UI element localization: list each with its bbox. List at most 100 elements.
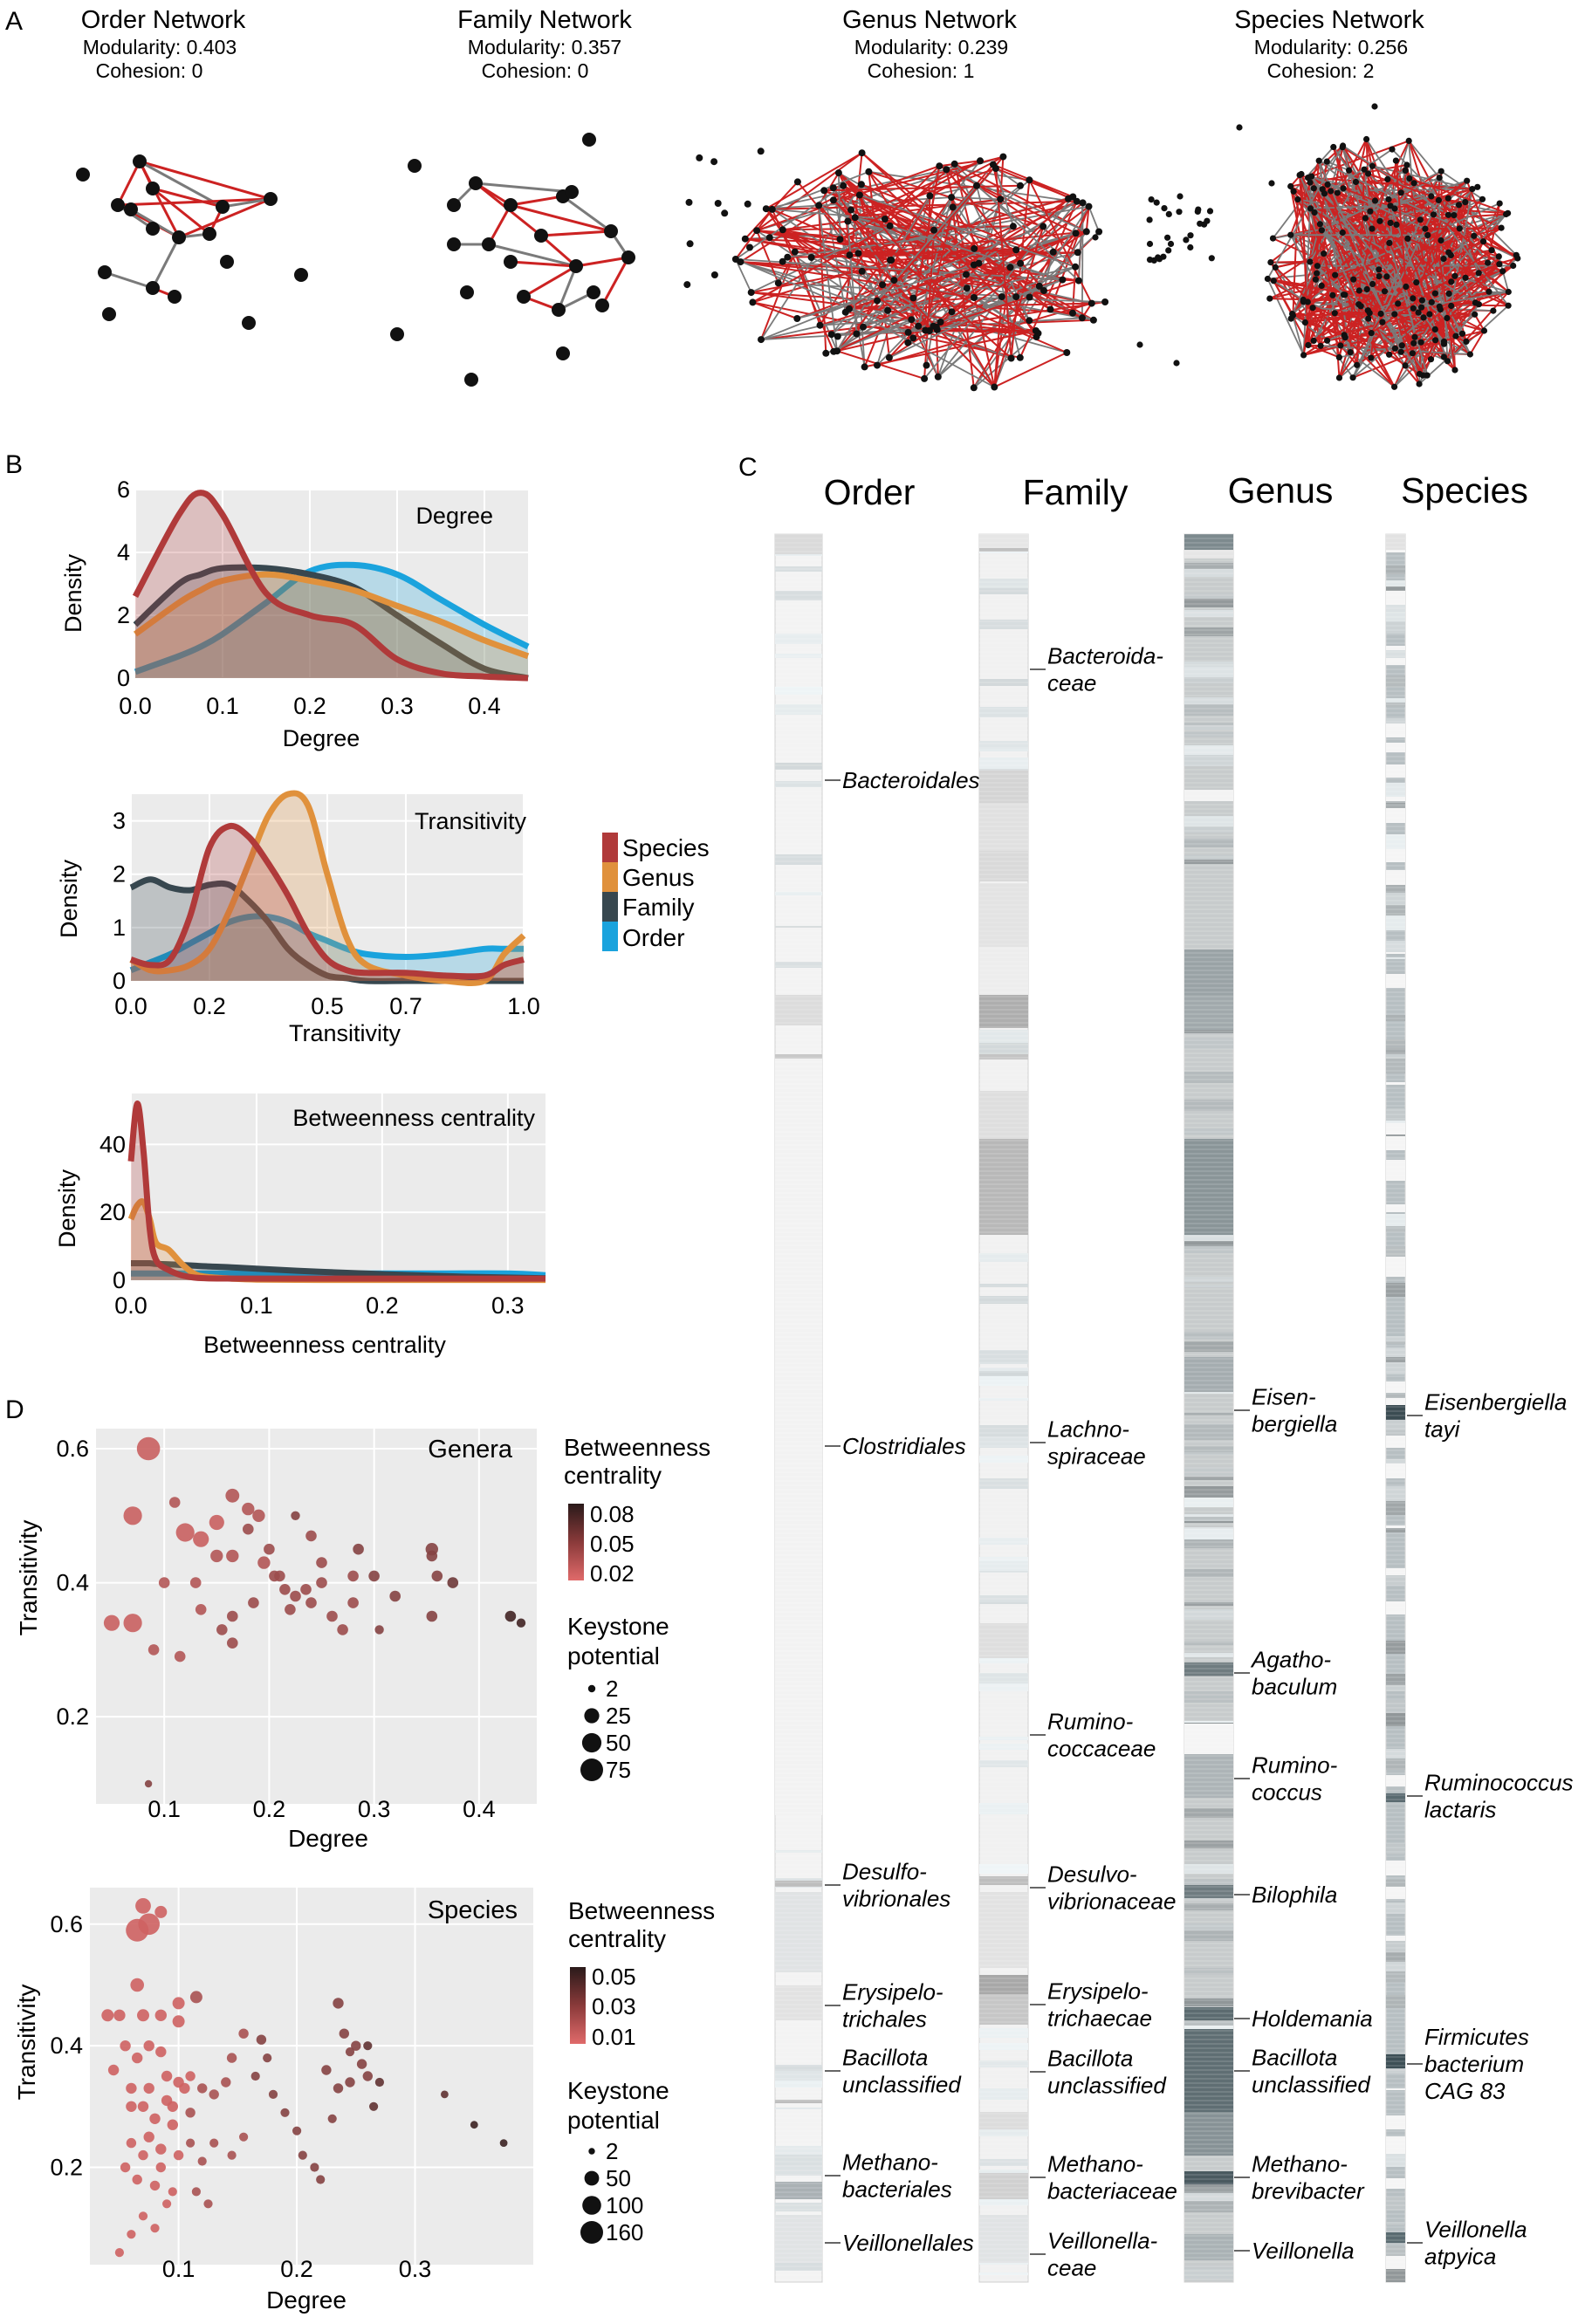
network-node: [1366, 310, 1373, 317]
network-node: [1355, 287, 1362, 294]
species-x-label: Degree: [266, 2286, 347, 2314]
network-edge: [861, 271, 942, 323]
network-node: [1437, 168, 1444, 175]
heatmap-cell: [1386, 1887, 1405, 1899]
heatmap-cell: [1184, 667, 1233, 677]
network-node: [1440, 255, 1447, 263]
network-node: [1072, 263, 1080, 271]
scatter-point: [239, 2132, 249, 2142]
taxon-label: trichaecae: [1047, 2005, 1152, 2032]
taxon-label: Desulfo-: [842, 1859, 927, 1885]
network-node: [874, 297, 882, 305]
species-chart-title: Species: [428, 1896, 518, 1924]
y-tick-label: 0: [113, 968, 126, 994]
legend-label-genus: Genus: [622, 864, 695, 891]
network-node: [881, 216, 889, 223]
degree-chart-title: Degree: [415, 503, 493, 529]
density-line-order: [134, 561, 530, 675]
heatmap-block: [1386, 2232, 1405, 2243]
network-node: [1437, 237, 1444, 244]
taxon-label: Erysipelo-: [842, 1979, 943, 2005]
scatter-point: [155, 2046, 167, 2058]
genera-legend-color-title-2: centrality: [564, 1462, 662, 1489]
network-node: [1420, 314, 1427, 321]
network-node: [991, 383, 998, 391]
heatmap-cell: [1386, 1136, 1405, 1138]
network-node: [1410, 339, 1417, 346]
taxon-label: atpyica: [1424, 2244, 1496, 2270]
network-node: [1392, 157, 1399, 164]
network-node: [1448, 302, 1455, 310]
network-node: [1505, 288, 1512, 296]
heatmap-cell: [1184, 1277, 1233, 1282]
network-order-graph: [76, 154, 308, 330]
heatmap-cell: [979, 749, 1028, 751]
network-edge: [1418, 254, 1518, 375]
scatter-point: [242, 1502, 255, 1516]
heatmap-cell: [1386, 2115, 1405, 2129]
y-tick-label: 0.6: [50, 1911, 83, 1937]
scatter-point: [137, 2101, 149, 2112]
heatmap-cell: [1386, 1902, 1405, 1914]
network-node: [1513, 251, 1520, 258]
network-edge: [936, 197, 1069, 328]
network-node: [1384, 175, 1391, 182]
network-edge: [923, 230, 936, 379]
network-node: [1324, 337, 1331, 344]
network-node: [1369, 280, 1376, 288]
network-node: [1136, 341, 1143, 348]
heatmap-block: [979, 534, 1028, 548]
network-node: [948, 194, 956, 202]
network-node: [858, 149, 866, 157]
scatter-point: [333, 1998, 344, 2009]
network-node: [841, 308, 849, 316]
heatmap-cell: [1184, 1128, 1233, 1135]
network-edge: [760, 225, 1044, 340]
network-node: [1490, 307, 1497, 314]
heatmap-block: [979, 2173, 1028, 2199]
network-edge: [992, 163, 1074, 198]
network-species-graph: [1092, 103, 1521, 390]
species-legend-color-title-1: Betweenness: [568, 1897, 715, 1924]
scatter-point: [326, 1610, 338, 1622]
scatter-point: [138, 2211, 148, 2221]
network-edge: [1408, 140, 1440, 179]
scatter-point: [441, 2090, 449, 2099]
heatmap-cell: [1184, 677, 1233, 683]
network-node: [1308, 173, 1315, 180]
panel-label-b: B: [5, 450, 23, 479]
network-node: [1335, 374, 1343, 381]
network-node: [1371, 103, 1378, 110]
heatmap-cell: [1184, 2193, 1233, 2201]
network-node: [744, 200, 751, 208]
network-node: [904, 328, 912, 336]
scatter-point: [368, 1570, 380, 1582]
heatmap-cell: [979, 2159, 1028, 2166]
scatter-point: [191, 2187, 201, 2197]
network-node: [1448, 278, 1455, 285]
network-edge: [1405, 213, 1507, 288]
network-node: [1269, 235, 1277, 242]
network-node: [784, 253, 792, 261]
legend-swatch-order: [602, 922, 618, 951]
heatmap-cell: [1386, 1082, 1405, 1085]
heatmap-cell: [1184, 1903, 1233, 1910]
x-tick-label: 0.1: [148, 1796, 181, 1822]
scatter-point: [316, 1557, 327, 1568]
network-node: [1418, 297, 1425, 304]
network-node: [1391, 345, 1398, 352]
network-node: [1391, 311, 1398, 318]
heatmap-cell: [1184, 745, 1233, 755]
genera-color-tick: 0.05: [590, 1531, 635, 1557]
heatmap-cell: [1386, 974, 1405, 988]
heatmap-column: [1385, 533, 1406, 2283]
network-edge: [824, 184, 1021, 192]
network-node: [1072, 230, 1080, 237]
network-node: [1440, 353, 1447, 360]
heatmap-block: [979, 771, 1028, 803]
heatmap-cell: [1386, 808, 1405, 823]
heatmap-cell: [1386, 1138, 1405, 1150]
network-node: [1402, 362, 1409, 369]
heatmap-cell: [1386, 1861, 1405, 1863]
network-edge: [1303, 291, 1490, 356]
